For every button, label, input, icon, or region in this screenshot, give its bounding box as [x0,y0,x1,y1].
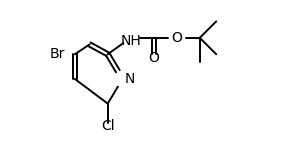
Text: NH: NH [120,34,141,48]
Text: Br: Br [50,47,65,61]
Text: O: O [171,31,182,45]
Text: N: N [125,72,135,86]
Text: O: O [148,51,159,65]
Text: Cl: Cl [101,119,115,133]
